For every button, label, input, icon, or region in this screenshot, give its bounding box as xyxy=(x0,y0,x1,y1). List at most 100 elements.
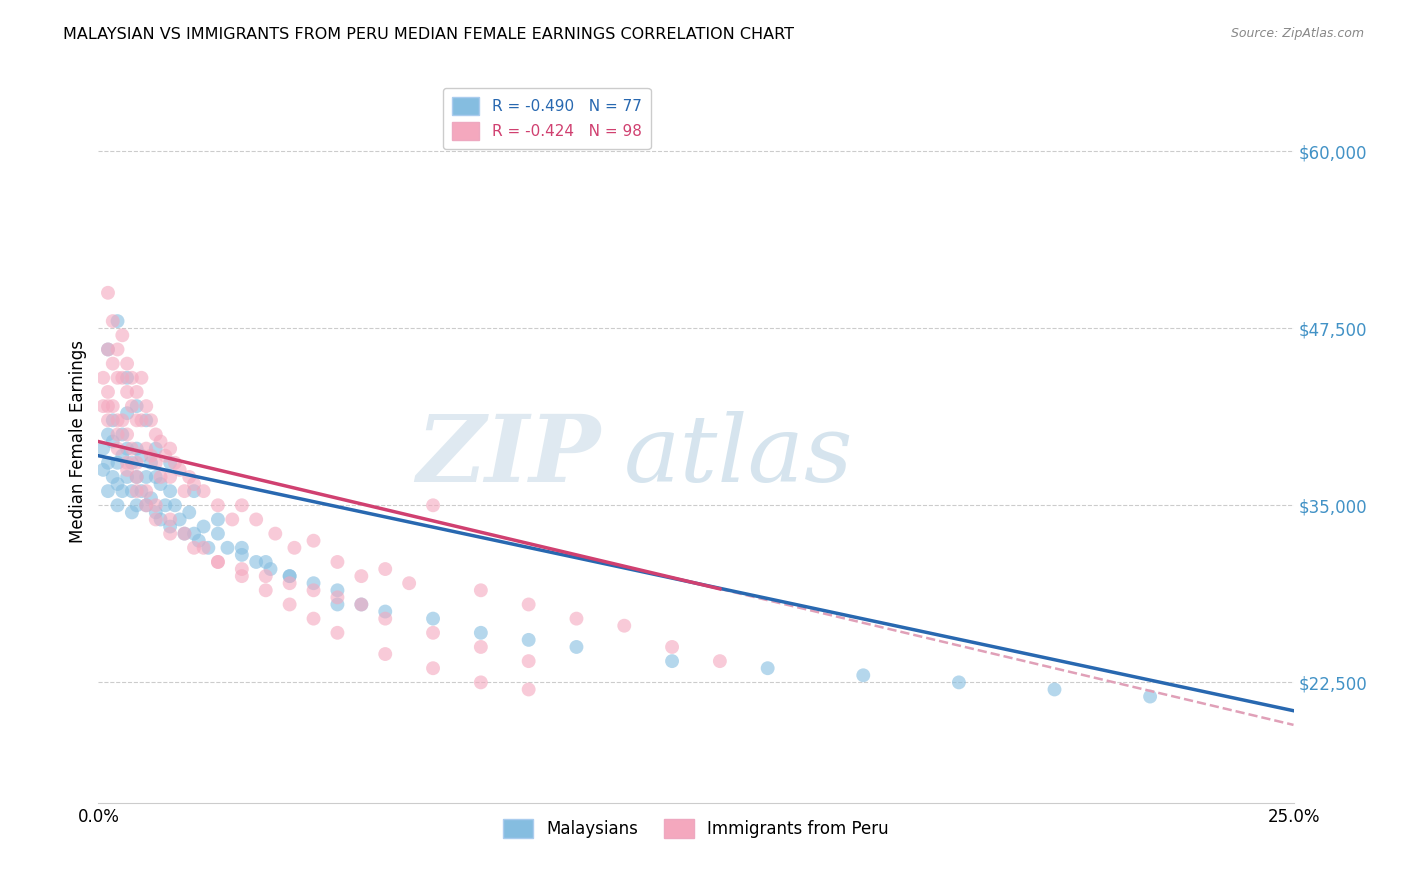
Point xyxy=(115,357,138,371)
Point xyxy=(302,533,325,548)
Point xyxy=(121,456,143,470)
Point xyxy=(1139,690,1161,704)
Point xyxy=(709,654,731,668)
Point xyxy=(155,449,177,463)
Point xyxy=(193,484,215,499)
Point xyxy=(131,371,153,385)
Point xyxy=(231,498,253,512)
Point xyxy=(422,661,444,675)
Point xyxy=(97,285,120,300)
Point xyxy=(125,442,148,456)
Point xyxy=(422,625,444,640)
Point xyxy=(115,406,138,420)
Point xyxy=(159,526,181,541)
Point xyxy=(135,498,157,512)
Point xyxy=(101,314,124,328)
Point xyxy=(145,442,167,456)
Point xyxy=(278,598,301,612)
Point xyxy=(97,427,120,442)
Point xyxy=(115,470,138,484)
Point xyxy=(91,463,114,477)
Point xyxy=(374,647,396,661)
Text: ZIP: ZIP xyxy=(416,411,600,501)
Point xyxy=(145,512,167,526)
Point xyxy=(135,470,157,484)
Point xyxy=(278,576,301,591)
Point xyxy=(183,477,205,491)
Point xyxy=(948,675,970,690)
Point xyxy=(115,442,138,456)
Point xyxy=(111,413,134,427)
Legend: Malaysians, Immigrants from Peru: Malaysians, Immigrants from Peru xyxy=(496,813,896,845)
Point xyxy=(107,442,129,456)
Point xyxy=(97,456,120,470)
Point xyxy=(121,442,143,456)
Point xyxy=(91,371,114,385)
Point xyxy=(125,470,148,484)
Point xyxy=(183,526,205,541)
Point xyxy=(125,484,148,499)
Point xyxy=(517,632,540,647)
Point xyxy=(193,541,215,555)
Point xyxy=(145,427,167,442)
Point xyxy=(121,399,143,413)
Point xyxy=(107,456,129,470)
Point xyxy=(179,470,201,484)
Point xyxy=(115,371,138,385)
Point xyxy=(111,449,134,463)
Point xyxy=(350,598,373,612)
Point xyxy=(101,357,124,371)
Point xyxy=(517,682,540,697)
Point xyxy=(135,442,157,456)
Point xyxy=(231,562,253,576)
Point xyxy=(302,612,325,626)
Point xyxy=(159,519,181,533)
Point xyxy=(207,555,229,569)
Point xyxy=(254,555,277,569)
Point xyxy=(125,399,148,413)
Point xyxy=(193,519,215,533)
Point xyxy=(207,526,229,541)
Text: atlas: atlas xyxy=(624,411,853,501)
Point xyxy=(107,371,129,385)
Point xyxy=(135,484,157,499)
Point xyxy=(422,498,444,512)
Point xyxy=(115,456,138,470)
Y-axis label: Median Female Earnings: Median Female Earnings xyxy=(69,340,87,543)
Point xyxy=(125,384,148,399)
Point xyxy=(159,470,181,484)
Point xyxy=(107,427,129,442)
Point xyxy=(207,555,229,569)
Point xyxy=(326,583,349,598)
Point xyxy=(121,371,143,385)
Point xyxy=(1043,682,1066,697)
Point xyxy=(169,463,191,477)
Point xyxy=(97,343,120,357)
Point xyxy=(187,533,209,548)
Point xyxy=(326,598,349,612)
Point xyxy=(125,456,148,470)
Point xyxy=(173,526,195,541)
Point xyxy=(149,477,172,491)
Point xyxy=(149,512,172,526)
Point xyxy=(145,505,167,519)
Point xyxy=(145,498,167,512)
Point xyxy=(852,668,875,682)
Point xyxy=(97,399,120,413)
Point xyxy=(374,562,396,576)
Point xyxy=(173,484,195,499)
Point xyxy=(231,548,253,562)
Point xyxy=(207,512,229,526)
Point xyxy=(111,427,134,442)
Point xyxy=(661,640,683,654)
Point xyxy=(565,640,588,654)
Point xyxy=(173,526,195,541)
Point xyxy=(125,413,148,427)
Point xyxy=(374,605,396,619)
Point xyxy=(97,413,120,427)
Point xyxy=(183,541,205,555)
Point xyxy=(139,456,162,470)
Point xyxy=(139,449,162,463)
Point xyxy=(326,591,349,605)
Point xyxy=(97,484,120,499)
